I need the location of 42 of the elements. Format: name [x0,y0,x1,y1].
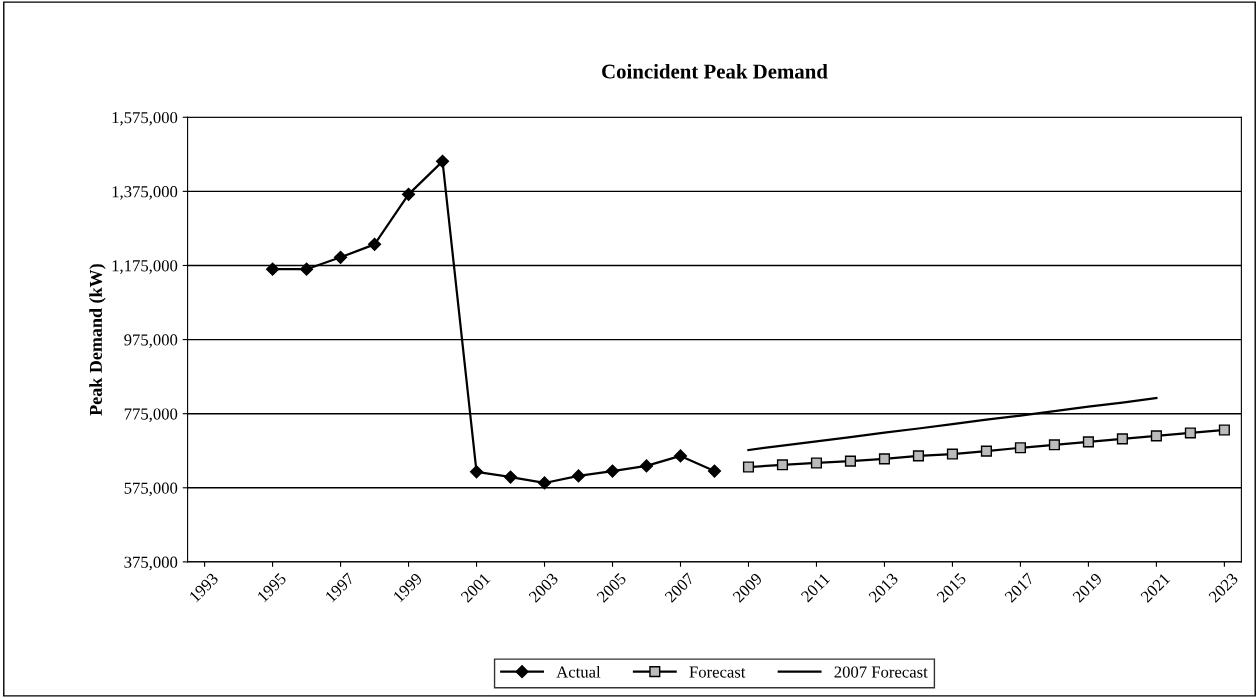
legend-label: Forecast [689,666,746,678]
point [1116,433,1128,445]
legend-label: 2007 Forecast [834,666,928,678]
point [367,237,382,251]
point [980,445,992,457]
point [503,470,518,484]
point [469,465,484,479]
point [1048,439,1060,451]
point [810,457,823,469]
y-tick-label: 1,175,000 [112,260,178,274]
point [742,461,755,473]
y-tick-label: 375,000 [124,556,178,571]
point [299,262,314,276]
chart-title: Coincident Peak Demand [602,63,828,79]
point [1014,442,1026,454]
y-tick-label: 775,000 [124,408,178,423]
y-tick-label: 575,000 [124,482,178,497]
point [1218,424,1230,436]
point [1150,430,1162,442]
y-tick-label: 1,575,000 [112,111,178,126]
point [537,476,552,490]
y-tick-label: 975,000 [124,334,178,348]
point [401,187,416,201]
point [1082,436,1094,448]
point [639,459,654,473]
point [878,453,891,465]
point [707,464,722,478]
point [912,450,924,462]
point [333,250,348,264]
point [776,459,789,471]
legend-label: Actual [556,665,601,678]
point [1184,427,1196,439]
point [844,455,857,467]
point [265,262,280,276]
point [435,154,450,168]
point [605,464,620,478]
point [673,449,688,463]
y-axis-title: Peak Demand (kW) [89,264,106,416]
point [571,469,586,483]
point [946,448,958,460]
x-tick-label: 1999 [392,572,423,603]
y-tick-label: 1,375,000 [112,186,178,200]
